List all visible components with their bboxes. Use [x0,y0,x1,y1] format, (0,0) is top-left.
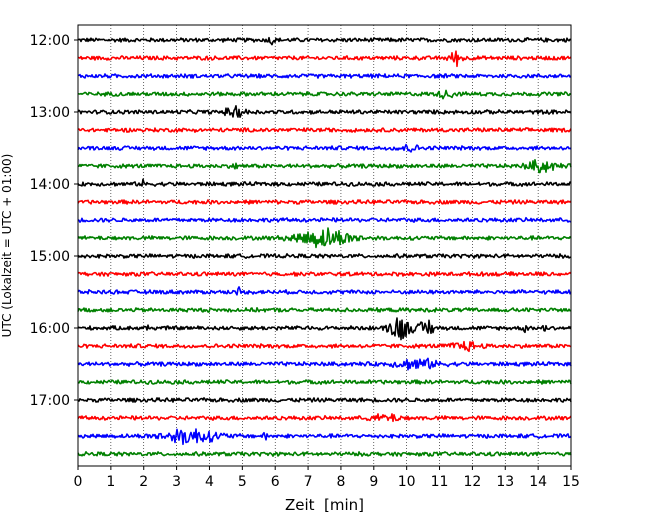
trace-row [77,216,572,223]
trace-row [77,317,572,341]
seismogram-traces [77,36,572,457]
trace-row [77,428,572,446]
x-tick-label: 3 [172,474,181,490]
trace-row [77,340,572,353]
trace-row [77,50,572,68]
x-tick-label: 8 [336,474,345,490]
trace-row [77,397,572,403]
trace-row [77,413,572,423]
trace-row [77,73,572,79]
x-tick-label: 1 [106,474,115,490]
trace-row [77,253,572,259]
x-tick-label: 15 [562,474,580,490]
trace-row [77,271,572,277]
trace-row [77,127,572,133]
x-tick-label: 5 [238,474,247,490]
x-tick-label: 6 [271,474,280,490]
y-tick-label: 12:00 [30,33,70,49]
y-axis-ticks: 12:00 13:00 14:00 15:00 16:00 17:00 [30,33,78,409]
trace-row [77,199,572,205]
trace-row [77,105,572,119]
y-tick-label: 16:00 [30,321,70,337]
trace-row [77,178,572,188]
trace-row [77,357,572,371]
x-tick-label: 13 [496,474,514,490]
x-tick-label: 10 [398,474,416,490]
x-tick-label: 12 [463,474,481,490]
plot-frame [77,24,572,467]
x-tick-label: 7 [304,474,313,490]
y-tick-label: 13:00 [30,105,70,121]
x-tick-label: 11 [431,474,449,490]
trace-row [77,227,572,249]
x-axis-label: Zeit [min] [285,496,364,514]
trace-row [77,286,572,296]
y-tick-label: 15:00 [30,249,70,265]
trace-row [77,143,572,153]
x-tick-label: 9 [369,474,378,490]
trace-row [77,306,572,313]
x-tick-label: 4 [205,474,214,490]
trace-row [77,451,572,457]
x-tick-label: 14 [529,474,547,490]
x-axis-ticks: 0 1 2 3 4 5 6 7 8 9 10 11 12 13 14 15 [74,466,580,490]
trace-row [77,89,572,100]
y-tick-label: 14:00 [30,177,70,193]
trace-row [77,158,572,174]
y-axis-label: UTC (Lokalzeit = UTC + 01:00) [0,154,14,338]
trace-row [77,379,572,386]
x-tick-label: 2 [139,474,148,490]
trace-row [77,36,572,46]
x-tick-label: 0 [74,474,83,490]
y-tick-label: 17:00 [30,393,70,409]
